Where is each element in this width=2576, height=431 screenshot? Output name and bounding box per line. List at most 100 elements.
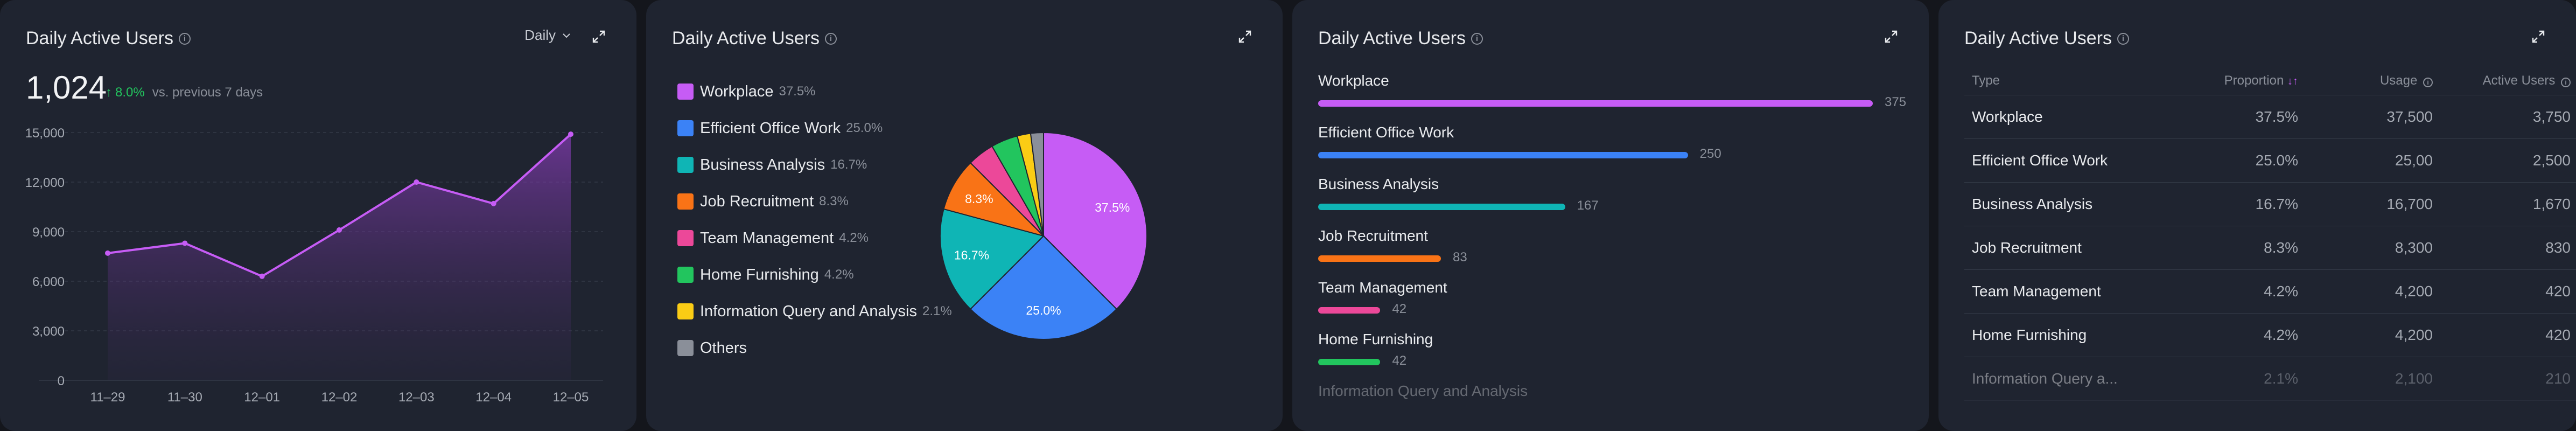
pie-slice[interactable] bbox=[1043, 131, 1147, 310]
x-tick-label: 12–05 bbox=[553, 390, 589, 405]
bar-row[interactable]: Workplace 375 bbox=[1318, 72, 1906, 111]
legend-swatch bbox=[677, 157, 694, 173]
cell-type: Team Management bbox=[1972, 283, 2101, 300]
info-icon[interactable]: i bbox=[178, 32, 191, 45]
pie-chart: 37.5% 25.0% 16.7% 8.3% bbox=[940, 131, 1147, 340]
table-row[interactable]: Home Furnishing 4.2% 4,200 420 bbox=[1964, 314, 2576, 357]
legend-item[interactable]: Business Analysis 16.7% bbox=[677, 147, 952, 183]
legend-item[interactable]: Job Recruitment 8.3% bbox=[677, 183, 952, 220]
legend-item[interactable]: Information Query and Analysis 2.1% bbox=[677, 293, 952, 330]
cell-usage: 37,500 bbox=[2386, 108, 2433, 125]
legend-item[interactable]: Others bbox=[677, 330, 952, 366]
cell-usage: 25,00 bbox=[2395, 152, 2433, 169]
data-point[interactable] bbox=[337, 227, 342, 233]
y-tick-label: 3,000 bbox=[32, 324, 65, 339]
legend-swatch bbox=[677, 340, 694, 356]
bar-value: 83 bbox=[1452, 250, 1467, 265]
cell-usage: 8,300 bbox=[2395, 239, 2433, 256]
table-row[interactable]: Workplace 37.5% 37,500 3,750 bbox=[1964, 95, 2576, 139]
x-tick-label: 12–03 bbox=[398, 390, 435, 405]
legend-label: Information Query and Analysis bbox=[700, 302, 917, 320]
info-icon[interactable]: i bbox=[824, 32, 837, 45]
bar-row[interactable]: Team Management 42 bbox=[1318, 279, 1878, 318]
bar-row[interactable]: Home Furnishing 42 bbox=[1318, 331, 1878, 370]
kpi-value: 1,024 bbox=[26, 69, 107, 106]
cell-type: Home Furnishing bbox=[1972, 326, 2087, 343]
bar-value: 42 bbox=[1392, 302, 1407, 316]
legend-item[interactable]: Home Furnishing 4.2% bbox=[677, 256, 952, 293]
data-point[interactable] bbox=[259, 273, 265, 279]
info-icon[interactable]: i bbox=[2117, 32, 2129, 45]
bar-row[interactable]: Information Query and Analysis bbox=[1318, 383, 1878, 400]
bar-fill bbox=[1318, 307, 1381, 314]
slice-label: 25.0% bbox=[1026, 303, 1061, 317]
y-tick-label: 0 bbox=[58, 374, 65, 388]
legend-percent: 8.3% bbox=[819, 194, 849, 208]
legend-item[interactable]: Efficient Office Work 25.0% bbox=[677, 110, 952, 147]
table-row[interactable]: Efficient Office Work 25.0% 25,00 2,500 bbox=[1964, 139, 2576, 183]
cell-proportion: 4.2% bbox=[2264, 283, 2298, 300]
info-icon[interactable]: i bbox=[1471, 32, 1483, 45]
expand-icon[interactable] bbox=[2528, 26, 2549, 47]
legend-item[interactable]: Team Management 4.2% bbox=[677, 220, 952, 256]
bar-track: 375 bbox=[1318, 95, 1906, 111]
column-active-users: Active Users i bbox=[2433, 73, 2571, 88]
y-tick-label: 9,000 bbox=[32, 225, 65, 240]
pie-slice[interactable] bbox=[943, 162, 1046, 237]
data-point[interactable] bbox=[491, 200, 496, 206]
bar-track: 42 bbox=[1318, 353, 1878, 370]
table-body: Workplace 37.5% 37,500 3,750 Efficient Offic… bbox=[1964, 95, 2576, 401]
column-proportion[interactable]: Proportion ↓↑ bbox=[2224, 73, 2298, 88]
card-dau-bars: Daily Active Users i Workplace 375 Efficie… bbox=[1292, 0, 1929, 431]
series-area bbox=[108, 134, 571, 381]
cell-proportion: 16.7% bbox=[2255, 196, 2298, 212]
table-row[interactable]: Information Query a... 2.1% 2,100 210 bbox=[1964, 357, 2576, 401]
cell-type: Business Analysis bbox=[1972, 196, 2093, 212]
bar-value: 250 bbox=[1699, 147, 1721, 161]
pie-slice[interactable] bbox=[969, 235, 1118, 340]
data-point[interactable] bbox=[182, 240, 188, 246]
cell-active-users: 3,750 bbox=[2532, 108, 2571, 125]
expand-icon[interactable] bbox=[588, 26, 610, 47]
legend-item[interactable]: Workplace 37.5% bbox=[677, 73, 952, 110]
pie-slice[interactable] bbox=[940, 208, 1045, 310]
legend-label: Home Furnishing bbox=[700, 266, 819, 283]
bar-value: 375 bbox=[1885, 95, 1907, 109]
legend-swatch bbox=[677, 267, 694, 283]
cell-usage: 4,200 bbox=[2395, 326, 2433, 343]
legend-percent: 16.7% bbox=[830, 157, 867, 172]
bar-label: Business Analysis bbox=[1318, 176, 1439, 192]
bar-row[interactable]: Efficient Office Work 250 bbox=[1318, 124, 1878, 163]
bar-row[interactable]: Business Analysis 167 bbox=[1318, 176, 1878, 214]
x-tick-label: 11–29 bbox=[90, 390, 125, 405]
cell-type: Efficient Office Work bbox=[1972, 152, 2108, 169]
bar-row[interactable]: Job Recruitment 83 bbox=[1318, 227, 1878, 266]
expand-icon[interactable] bbox=[1234, 26, 1256, 47]
pie-slice[interactable] bbox=[1030, 131, 1044, 237]
data-point[interactable] bbox=[568, 131, 573, 137]
legend-swatch bbox=[677, 84, 694, 100]
legend-swatch bbox=[677, 193, 694, 210]
bar-fill bbox=[1318, 255, 1441, 262]
bar-label: Team Management bbox=[1318, 279, 1447, 296]
table-row[interactable]: Job Recruitment 8.3% 8,300 830 bbox=[1964, 226, 2576, 270]
legend-label: Workplace bbox=[700, 82, 774, 100]
table-row[interactable]: Business Analysis 16.7% 16,700 1,670 bbox=[1964, 183, 2576, 226]
slice-label: 8.3% bbox=[965, 192, 993, 206]
data-point[interactable] bbox=[414, 179, 419, 185]
x-tick-label: 11–30 bbox=[167, 390, 202, 405]
expand-icon[interactable] bbox=[1880, 26, 1902, 47]
y-tick-label: 12,000 bbox=[25, 176, 65, 190]
cell-type: Job Recruitment bbox=[1972, 239, 2082, 256]
info-icon[interactable]: i bbox=[2423, 78, 2433, 87]
cell-usage: 2,100 bbox=[2395, 370, 2433, 387]
period-dropdown[interactable]: Daily bbox=[524, 27, 572, 44]
table-row[interactable]: Team Management 4.2% 4,200 420 bbox=[1964, 270, 2576, 314]
legend-label: Business Analysis bbox=[700, 156, 825, 173]
info-icon[interactable]: i bbox=[2561, 78, 2571, 87]
data-point[interactable] bbox=[105, 250, 110, 256]
legend-percent: 2.1% bbox=[922, 304, 952, 318]
sort-icon[interactable]: ↓↑ bbox=[2287, 75, 2298, 87]
card-title: Daily Active Users i bbox=[26, 28, 191, 49]
period-label: Daily bbox=[524, 27, 556, 43]
